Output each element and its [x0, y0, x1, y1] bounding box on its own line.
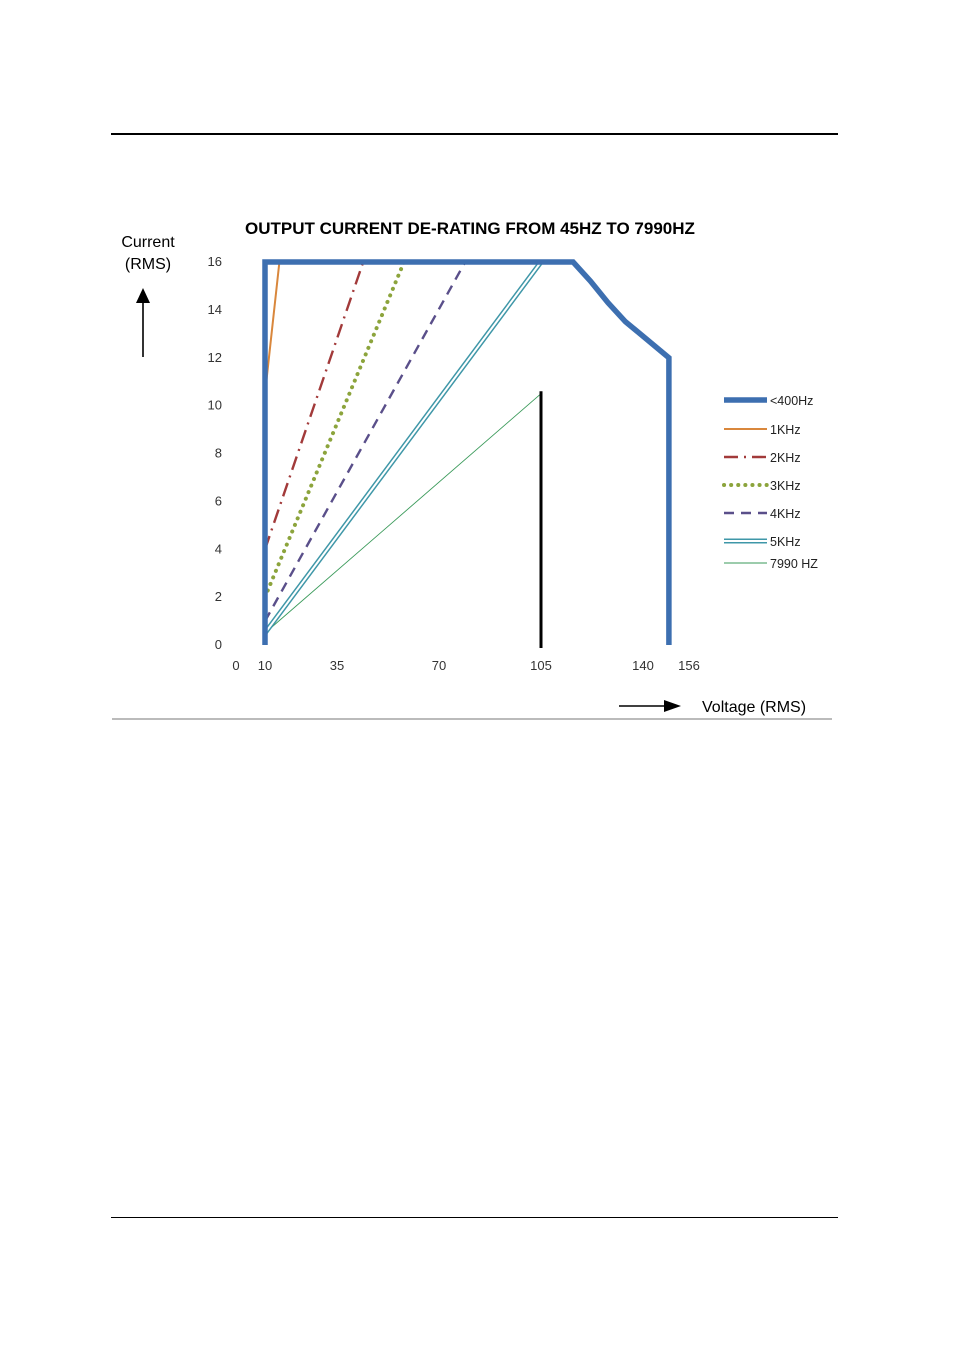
legend-item: 1KHz — [724, 423, 801, 437]
legend-label: <400Hz — [770, 394, 813, 408]
header-rule — [111, 133, 838, 135]
x-tick-label: 140 — [632, 658, 654, 673]
series-5khz — [262, 260, 544, 635]
x-tick-label: 70 — [432, 658, 446, 673]
y-tick-label: 14 — [208, 302, 222, 317]
legend-label: 5KHz — [770, 535, 801, 549]
x-axis-arrow — [619, 700, 681, 712]
x-tick-label: 35 — [330, 658, 344, 673]
series-3khz — [263, 260, 406, 600]
y-tick-label: 10 — [208, 398, 222, 413]
series-line — [262, 259, 672, 645]
x-tick-label: 0 — [232, 658, 239, 673]
chart-title: OUTPUT CURRENT DE-RATING FROM 45HZ TO 79… — [245, 219, 695, 238]
y-tick-label: 8 — [215, 446, 222, 461]
y-axis-arrow — [136, 288, 150, 357]
series-line — [263, 261, 467, 622]
series-7990-hz — [264, 393, 542, 634]
series-line — [263, 260, 406, 600]
y-tick-label: 2 — [215, 589, 222, 604]
x-tick-label: 10 — [258, 658, 272, 673]
series-line — [264, 393, 542, 634]
derating-chart: OUTPUT CURRENT DE-RATING FROM 45HZ TO 79… — [112, 219, 832, 720]
legend-item: 2KHz — [724, 451, 801, 465]
chart-svg: OUTPUT CURRENT DE-RATING FROM 45HZ TO 79… — [112, 219, 832, 720]
y-axis-label-line1: Current — [121, 234, 175, 251]
legend-label: 4KHz — [770, 507, 801, 521]
y-tick-label: 16 — [208, 254, 222, 269]
legend-item: 3KHz — [722, 479, 801, 493]
y-axis-label-line2: (RMS) — [125, 256, 171, 273]
series-line — [263, 261, 365, 550]
y-tick-label: 4 — [215, 541, 222, 556]
y-tick-label: 6 — [215, 493, 222, 508]
legend-label: 2KHz — [770, 451, 801, 465]
legend-label: 7990 HZ — [770, 557, 818, 571]
footer-rule — [111, 1217, 838, 1218]
legend-label: 1KHz — [770, 423, 801, 437]
x-tick-label: 105 — [530, 658, 552, 673]
series-400hz — [262, 259, 672, 645]
legend-item: <400Hz — [724, 394, 813, 408]
legend-label: 3KHz — [770, 479, 801, 493]
legend-item: 5KHz — [724, 535, 801, 549]
series-2khz — [263, 261, 365, 550]
x-tick-label: 156 — [678, 658, 700, 673]
x-axis-label: Voltage (RMS) — [702, 699, 806, 716]
legend-item: 4KHz — [724, 507, 801, 521]
series-4khz — [263, 261, 467, 622]
y-tick-label: 0 — [215, 637, 222, 652]
series-line — [264, 261, 542, 634]
legend-item: 7990 HZ — [724, 557, 818, 571]
y-tick-label: 12 — [208, 350, 222, 365]
